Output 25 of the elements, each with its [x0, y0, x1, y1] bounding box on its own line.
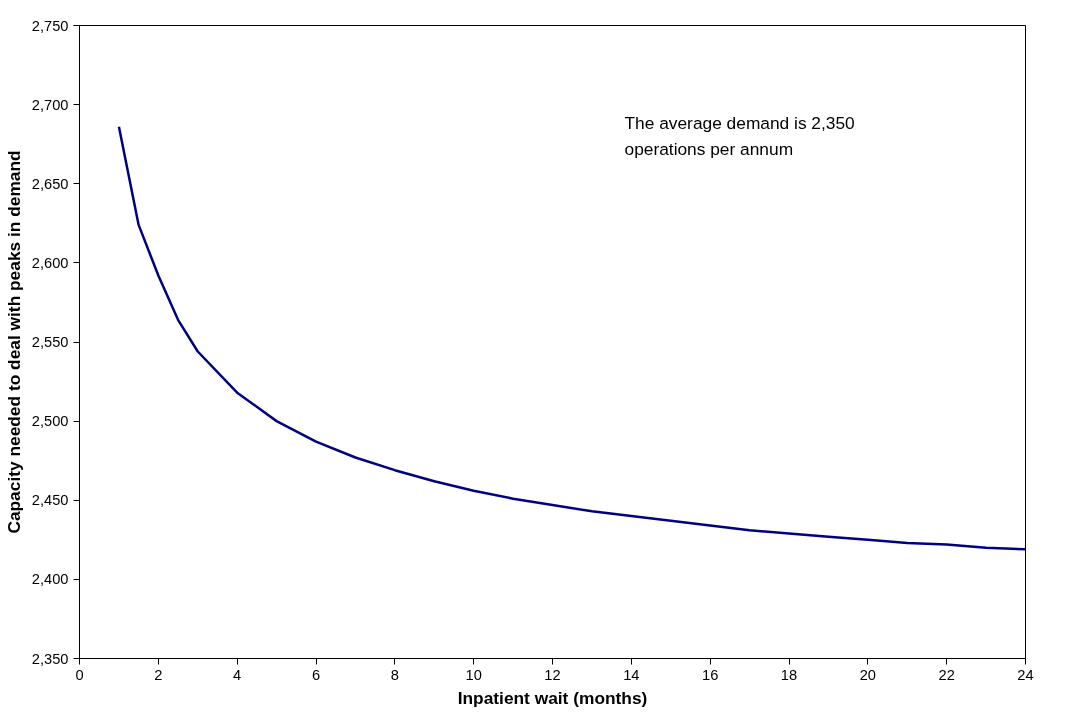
y-tick-label: 2,550: [31, 334, 69, 350]
x-tick-label: 0: [75, 666, 84, 683]
y-tick-label: 2,350: [31, 650, 69, 667]
x-tick-label: 24: [1017, 666, 1034, 683]
annotation: The average demand is 2,350 operations per annum: [624, 112, 855, 159]
x-tick-label: 2: [154, 666, 163, 683]
y-tick-label: 2,600: [31, 254, 69, 271]
x-tick-label: 22: [938, 666, 955, 683]
x-tick-label: 8: [390, 666, 399, 683]
y-tick-label: 2,500: [31, 413, 69, 430]
x-tick-label: 16: [702, 666, 719, 683]
x-axis-title: Inpatient wait (months): [457, 687, 648, 708]
x-tick-label: 12: [544, 666, 561, 683]
y-axis-title: Capacity needed to deal with peaks in demand: [3, 150, 24, 534]
x-tick-label: 18: [780, 666, 798, 683]
x-tick-label: 20: [859, 666, 876, 683]
y-tick-label: 2,700: [31, 96, 69, 113]
y-tick-label: 2,650: [31, 175, 69, 192]
y-tick-label: 2,450: [31, 492, 69, 509]
x-tick-label: 6: [311, 666, 321, 683]
x-tick-label: 14: [623, 666, 640, 683]
x-tick-label: 10: [465, 666, 482, 683]
y-tick-label: 2,750: [31, 17, 69, 34]
x-tick-label: 4: [233, 666, 242, 683]
y-tick-label: 2,400: [31, 571, 69, 588]
